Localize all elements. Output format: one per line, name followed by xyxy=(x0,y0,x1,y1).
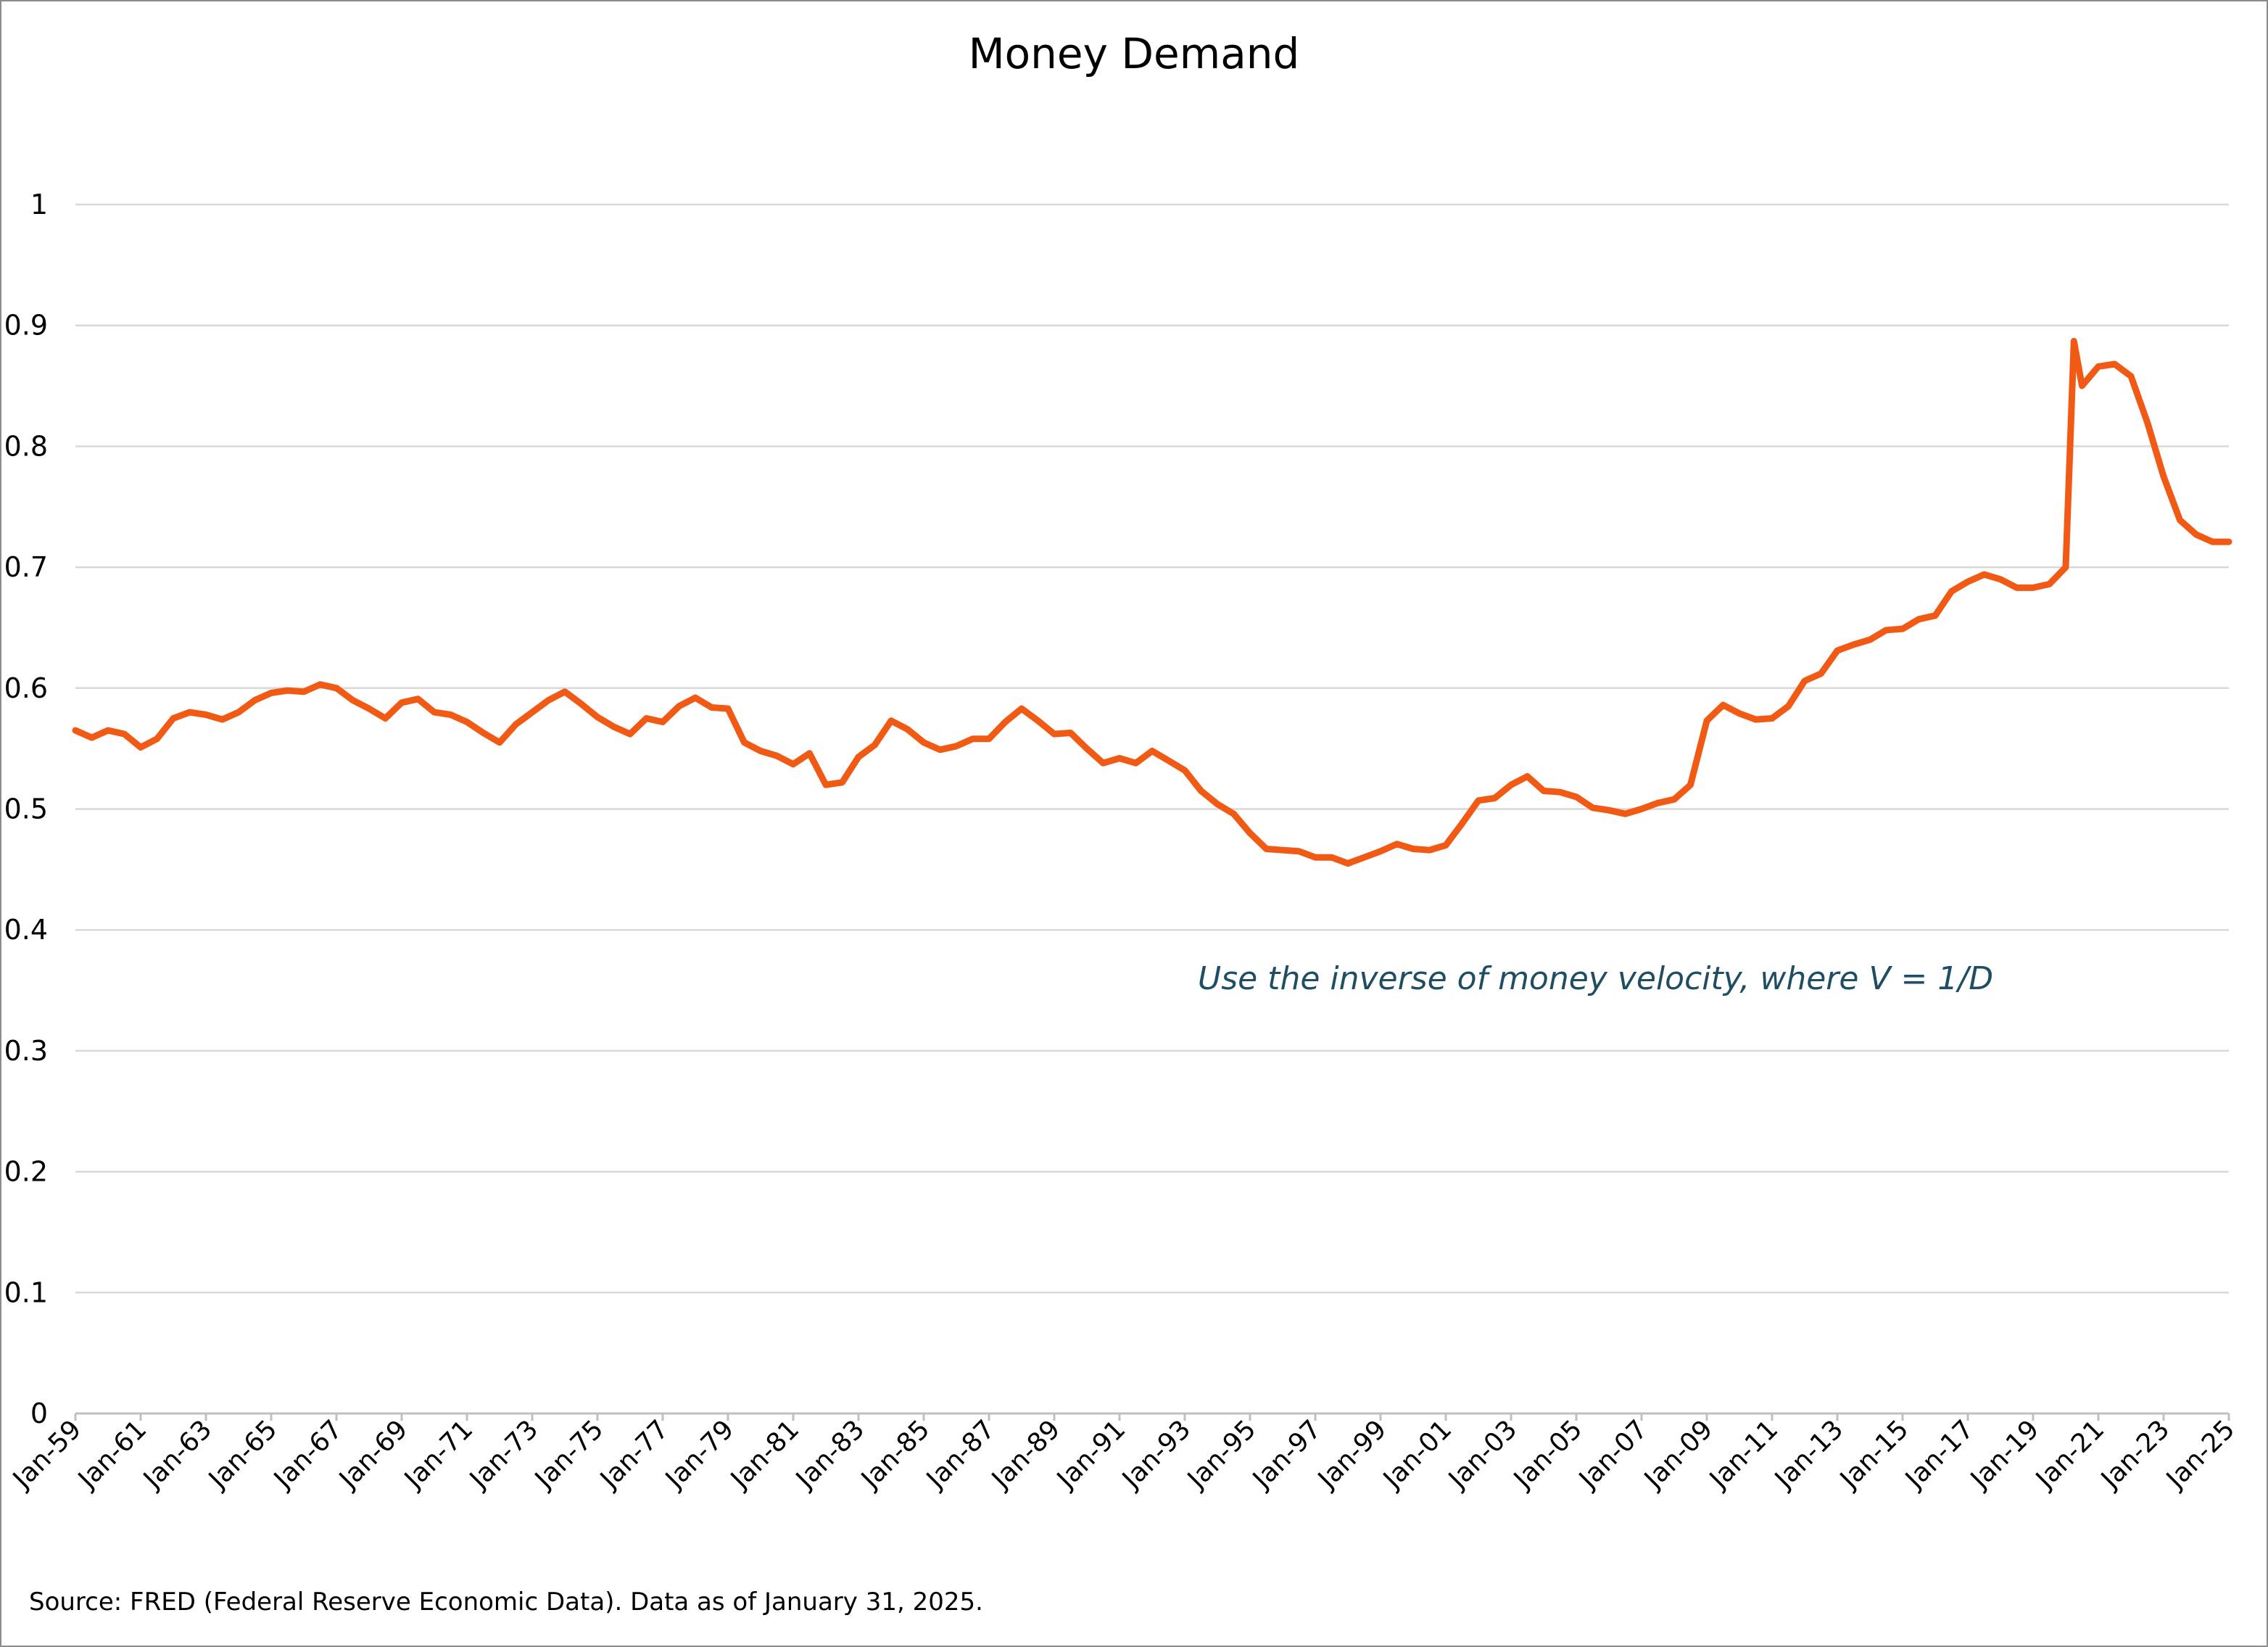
x-tick-label: Jan-71 xyxy=(398,1414,479,1495)
x-tick-label: Jan-19 xyxy=(1964,1414,2045,1495)
x-tick-label: Jan-79 xyxy=(659,1414,740,1495)
x-tick-label: Jan-81 xyxy=(724,1414,805,1495)
money-demand-series-line xyxy=(72,337,2232,867)
x-tick-label: Jan-23 xyxy=(2095,1414,2175,1495)
x-tick-label: Jan-97 xyxy=(1246,1414,1327,1495)
y-tick-label: 0.5 xyxy=(4,793,48,825)
chart-title: Money Demand xyxy=(969,29,1300,78)
x-tick-label: Jan-93 xyxy=(1116,1414,1196,1495)
x-tick-label: Jan-95 xyxy=(1181,1414,1262,1495)
x-tick-label: Jan-09 xyxy=(1638,1414,1718,1495)
y-tick-label: 0.3 xyxy=(4,1035,48,1067)
x-tick-label: Jan-05 xyxy=(1507,1414,1588,1495)
x-tick-label: Jan-25 xyxy=(2160,1414,2240,1495)
x-tick-label: Jan-77 xyxy=(594,1414,674,1495)
x-tick-label: Jan-11 xyxy=(1703,1414,1784,1495)
y-tick-label: 0.2 xyxy=(4,1156,48,1188)
x-tick-label: Jan-69 xyxy=(333,1414,413,1495)
x-tick-label: Jan-21 xyxy=(2029,1414,2110,1495)
x-tick-label: Jan-61 xyxy=(72,1414,152,1495)
x-axis-tick-labels: Jan-59Jan-61Jan-63Jan-65Jan-67Jan-69Jan-… xyxy=(7,1413,2240,1495)
x-tick-label: Jan-13 xyxy=(1768,1414,1849,1495)
x-tick-label: Jan-15 xyxy=(1834,1414,1914,1495)
source-note: Source: FRED (Federal Reserve Economic D… xyxy=(29,1588,983,1617)
x-tick-label: Jan-67 xyxy=(268,1414,348,1495)
gridlines xyxy=(75,203,2229,1294)
y-axis-tick-labels: 0 0.1 0.2 0.3 0.4 0.5 0.6 0.7 0.8 0.9 1 xyxy=(4,189,48,1429)
velocity-annotation: Use the inverse of money velocity, where… xyxy=(1198,960,1993,997)
y-tick-label: 0.7 xyxy=(4,551,48,583)
x-tick-label: Jan-63 xyxy=(137,1414,218,1495)
y-tick-label: 0.1 xyxy=(4,1276,48,1308)
y-tick-label: 0.9 xyxy=(4,310,48,342)
x-tick-label: Jan-65 xyxy=(202,1414,283,1495)
x-tick-label: Jan-89 xyxy=(985,1414,1066,1495)
x-tick-label: Jan-87 xyxy=(920,1414,1001,1495)
x-tick-label: Jan-07 xyxy=(1573,1414,1653,1495)
x-tick-label: Jan-75 xyxy=(529,1414,609,1495)
y-tick-label: 1 xyxy=(30,189,48,220)
x-tick-label: Jan-83 xyxy=(790,1414,870,1495)
x-tick-label: Jan-73 xyxy=(463,1414,544,1495)
y-tick-label: 0.4 xyxy=(4,914,48,946)
x-tick-label: Jan-03 xyxy=(1442,1414,1523,1495)
x-tick-label: Jan-99 xyxy=(1312,1414,1392,1495)
x-tick-label: Jan-91 xyxy=(1051,1414,1131,1495)
x-tick-label: Jan-85 xyxy=(855,1414,935,1495)
y-tick-label: 0 xyxy=(30,1398,48,1429)
x-tick-label: Jan-17 xyxy=(1899,1414,1979,1495)
y-tick-label: 0.6 xyxy=(4,672,48,704)
x-tick-label: Jan-01 xyxy=(1377,1414,1457,1495)
y-tick-label: 0.8 xyxy=(4,430,48,462)
